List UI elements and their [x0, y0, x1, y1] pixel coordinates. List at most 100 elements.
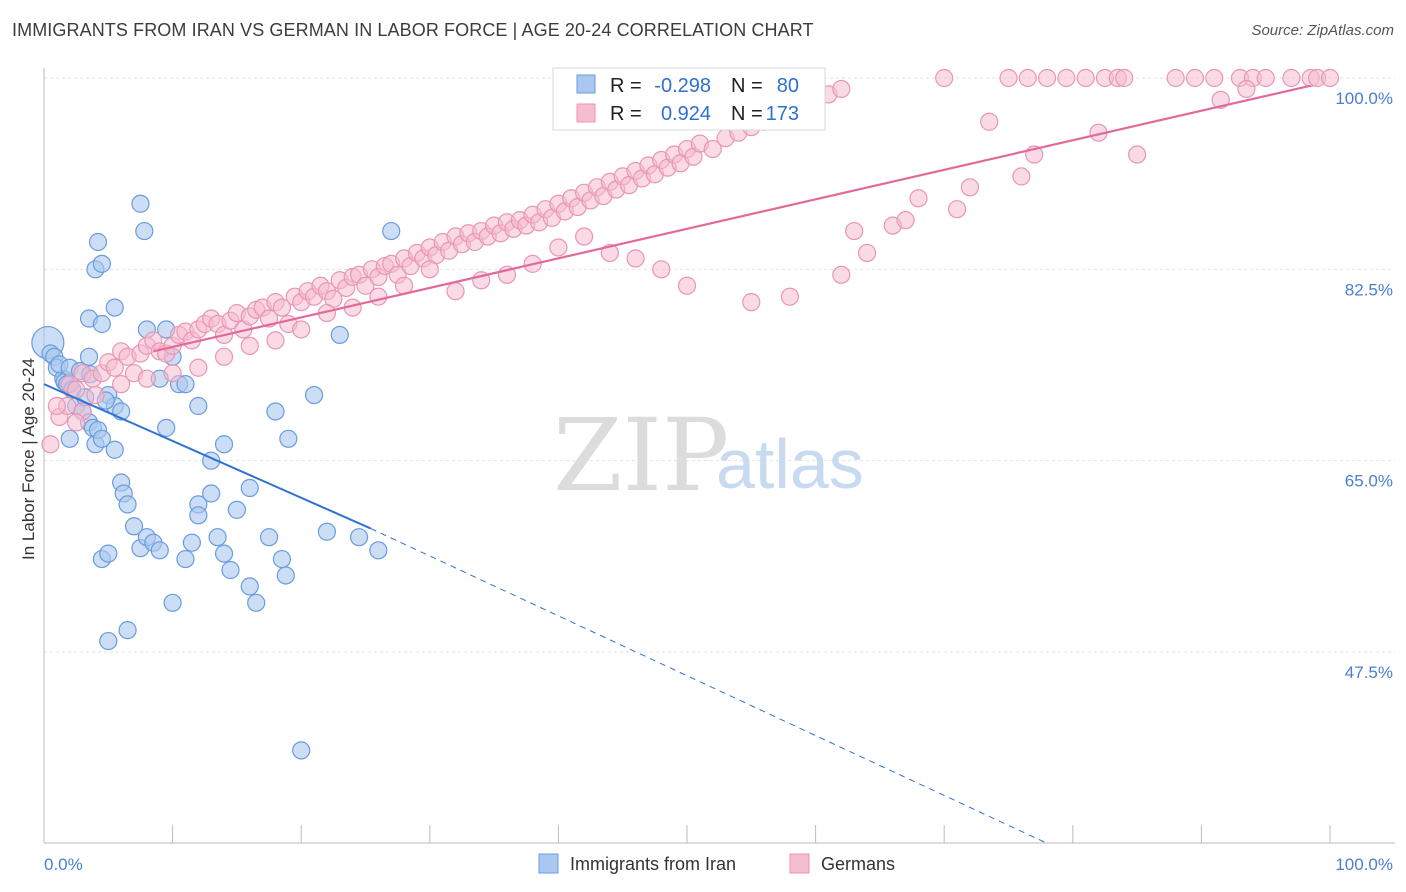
stats-r-value-blue: -0.298 [654, 75, 711, 97]
germans-point [1237, 79, 1256, 99]
germans-point [266, 331, 285, 350]
germans-point [446, 282, 465, 301]
germans-point [549, 238, 568, 257]
immigrants-from-iran-point [259, 528, 279, 547]
germans-point [703, 139, 722, 159]
stats-n-value-pink: 173 [766, 103, 799, 125]
germans-point [137, 369, 156, 388]
watermark: ZIP atlas [553, 397, 864, 514]
immigrants-from-iran-point [279, 429, 298, 448]
germans-point [1076, 68, 1095, 88]
immigrants-from-iran-point [189, 506, 208, 525]
germans-point [999, 68, 1018, 88]
germans-point [600, 243, 619, 263]
immigrants-from-iran-point [214, 544, 234, 563]
germans-point [1320, 68, 1340, 88]
immigrants-from-iran-point [240, 478, 259, 498]
germans-point [1256, 68, 1275, 88]
axis-layer [43, 68, 1395, 844]
immigrants-from-iran-point [92, 254, 111, 273]
germans-point [1037, 68, 1057, 88]
immigrants-from-iran-point [382, 221, 401, 241]
germans-point [652, 260, 671, 279]
legend-label-immigrants-from-iran: Immigrants from Iran [570, 854, 736, 874]
legend-swatch-immigrants-from-iran [538, 853, 559, 874]
trend-line-immigrants-from-iran-extension [370, 528, 1048, 844]
trend-line-germans [153, 84, 1311, 353]
stats-box: R = -0.298 N = 80 R = 0.924 N = 173 [552, 67, 826, 131]
immigrants-from-iran-point [304, 385, 324, 405]
germans-point [1211, 90, 1230, 109]
stats-n-label-blue: N = [731, 75, 763, 97]
germans-point [832, 79, 851, 99]
germans-point [214, 347, 234, 366]
immigrants-from-iran-point [79, 347, 99, 366]
immigrants-from-iran-point [105, 440, 124, 459]
germans-point [67, 413, 86, 432]
germans-point [960, 178, 980, 197]
germans-point [86, 385, 105, 405]
germans-point [1057, 68, 1076, 88]
immigrants-from-iran-point [135, 221, 154, 241]
immigrants-from-iran-point [240, 577, 259, 596]
germans-point [1012, 167, 1031, 186]
germans-point [292, 320, 311, 339]
immigrants-from-iran-point [182, 533, 201, 552]
stats-box-frame [552, 67, 826, 131]
legend-label-germans: Germans [821, 854, 895, 874]
immigrants-from-iran-point [88, 232, 108, 252]
germans-point [626, 249, 645, 268]
series-germans [41, 68, 1340, 454]
stats-swatch-blue [576, 74, 596, 94]
germans-point [1205, 68, 1224, 88]
germans-point [1127, 145, 1147, 164]
germans-point [780, 287, 799, 306]
stats-n-label-pink: N = [731, 103, 763, 125]
x-tick-label-0: 0.0% [44, 855, 83, 874]
immigrants-from-iran-point [247, 593, 266, 612]
watermark-zip: ZIP [553, 397, 729, 514]
germans-point [742, 293, 761, 312]
germans-point [41, 435, 60, 454]
germans-point [980, 112, 999, 131]
chart-title: IMMIGRANTS FROM IRAN VS GERMAN IN LABOR … [12, 20, 814, 40]
immigrants-from-iran-point [99, 631, 118, 651]
immigrants-from-iran-point [189, 396, 208, 416]
germans-point [896, 211, 915, 230]
germans-point [947, 200, 967, 219]
y-tick-label-3: 100.0% [1335, 89, 1393, 108]
trend-line-immigrants-from-iran [43, 383, 372, 530]
immigrants-from-iran-point [176, 549, 195, 569]
stats-swatch-pink [576, 103, 596, 123]
immigrants-from-iran-point [124, 517, 144, 536]
trend-lines [43, 84, 1311, 844]
y-axis-title: In Labor Force | Age 20-24 [19, 358, 38, 560]
immigrants-from-iran-point [118, 495, 137, 514]
immigrants-from-iran-point [214, 435, 234, 454]
germans-point [163, 364, 182, 383]
germans-point [1166, 68, 1185, 88]
y-tick-label-1: 65.0% [1345, 472, 1393, 491]
immigrants-from-iran-point [176, 375, 195, 394]
y-tick-label-0: 47.5% [1345, 663, 1393, 682]
source-label: Source: ZipAtlas.com [1251, 22, 1394, 39]
germans-point [189, 358, 208, 377]
stats-r-label-pink: R = [610, 103, 642, 125]
legend-swatch-germans [789, 853, 810, 874]
watermark-atlas: atlas [716, 425, 864, 503]
immigrants-from-iran-point [276, 566, 295, 585]
stats-n-value-blue: 80 [777, 75, 799, 97]
immigrants-from-iran-point [92, 314, 111, 334]
germans-point [1185, 68, 1205, 88]
y-tick-label-2: 82.5% [1345, 280, 1393, 299]
stats-r-value-pink: 0.924 [661, 103, 711, 125]
x-tick-label-1: 100.0% [1335, 855, 1393, 874]
immigrants-from-iran-point [272, 549, 292, 569]
germans-point [240, 336, 259, 355]
immigrants-from-iran-point [60, 429, 79, 448]
germans-point [420, 260, 439, 279]
immigrants-from-iran-point [208, 528, 227, 547]
stats-r-label-blue: R = [610, 75, 642, 97]
immigrants-from-iran-point [131, 194, 150, 213]
